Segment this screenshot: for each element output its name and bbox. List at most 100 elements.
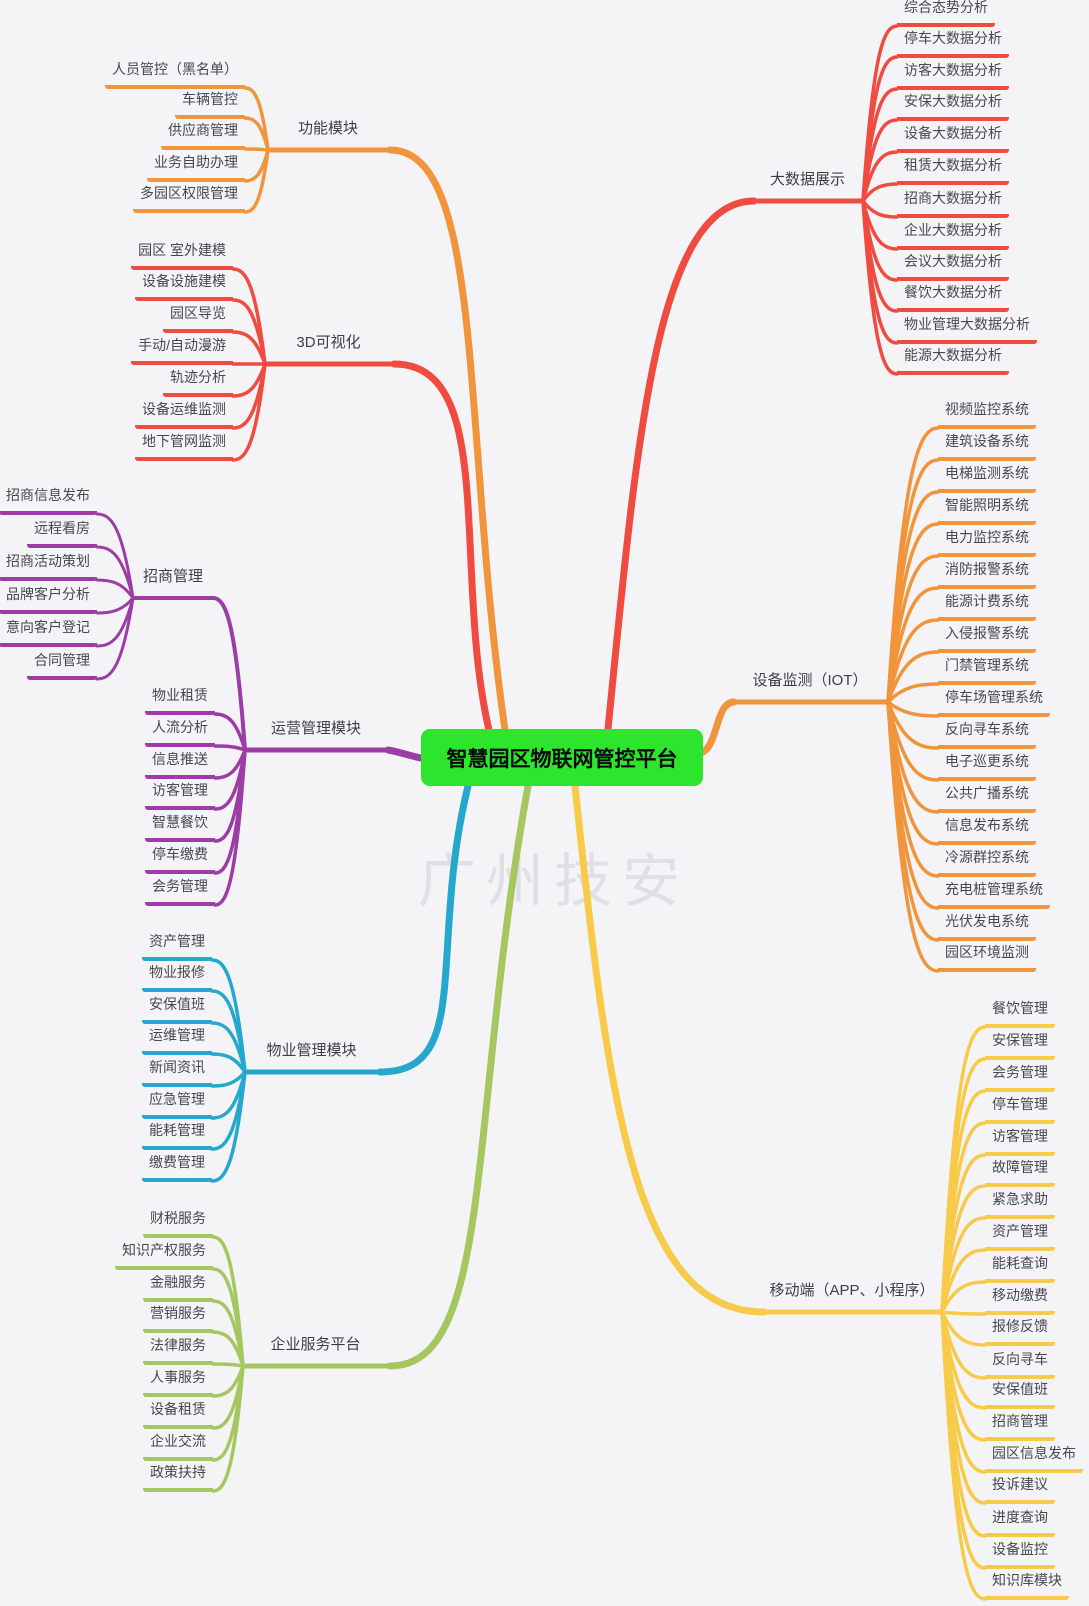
child-topic-node[interactable]: 停车管理: [985, 1095, 1055, 1124]
child-topic-node[interactable]: 租赁大数据分析: [897, 156, 1009, 185]
child-topic-node[interactable]: 安保大数据分析: [897, 92, 1009, 121]
child-topic-node[interactable]: 入侵报警系统: [938, 624, 1036, 653]
child-topic-node[interactable]: 停车缴费: [145, 845, 215, 874]
child-topic-node[interactable]: 意向客户登记: [0, 618, 97, 647]
child-topic-node[interactable]: 设备设施建模: [135, 272, 233, 301]
child-topic-node[interactable]: 消防报警系统: [938, 560, 1036, 589]
child-topic-node[interactable]: 反向寻车: [985, 1350, 1055, 1379]
child-topic-node[interactable]: 企业大数据分析: [897, 221, 1009, 250]
child-topic-node[interactable]: 建筑设备系统: [938, 432, 1036, 461]
child-topic-node[interactable]: 公共广播系统: [938, 784, 1036, 813]
child-topic-node[interactable]: 信息发布系统: [938, 816, 1036, 845]
child-topic-node[interactable]: 地下管网监测: [135, 432, 233, 461]
child-topic-node[interactable]: 供应商管理: [161, 121, 245, 150]
child-topic-node[interactable]: 应急管理: [142, 1090, 212, 1119]
child-topic-node[interactable]: 停车大数据分析: [897, 29, 1009, 58]
child-topic-node[interactable]: 移动缴费: [985, 1286, 1055, 1315]
child-topic-node[interactable]: 光伏发电系统: [938, 912, 1036, 941]
child-topic-node[interactable]: 远程看房: [27, 519, 97, 548]
central-topic-node[interactable]: 智慧园区物联网管控平台: [421, 729, 703, 786]
child-topic-node[interactable]: 视频监控系统: [938, 400, 1036, 429]
sub-branch-label-node[interactable]: 招商管理: [142, 568, 203, 585]
child-topic-node[interactable]: 会务管理: [145, 877, 215, 906]
child-topic-node[interactable]: 安保值班: [985, 1380, 1055, 1409]
child-topic-node[interactable]: 餐饮管理: [985, 999, 1055, 1028]
branch-label-node[interactable]: 移动端（APP、小程序）: [769, 1282, 935, 1299]
child-topic-node[interactable]: 进度查询: [985, 1508, 1055, 1537]
child-topic-node[interactable]: 设备监控: [985, 1540, 1055, 1569]
child-topic-node[interactable]: 业务自助办理: [147, 153, 245, 182]
child-topic-node[interactable]: 招商信息发布: [0, 486, 97, 515]
child-topic-node[interactable]: 物业管理大数据分析: [897, 315, 1037, 344]
child-topic-node[interactable]: 园区信息发布: [985, 1444, 1083, 1473]
child-topic-node[interactable]: 智慧餐饮: [145, 813, 215, 842]
child-topic-node[interactable]: 投诉建议: [985, 1475, 1055, 1504]
child-topic-node[interactable]: 车辆管控: [175, 90, 245, 119]
child-topic-node[interactable]: 合同管理: [27, 651, 97, 680]
child-topic-node[interactable]: 园区 室外建模: [131, 241, 233, 270]
child-topic-node[interactable]: 园区导览: [163, 304, 233, 333]
child-topic-node[interactable]: 冷源群控系统: [938, 848, 1036, 877]
child-topic-node[interactable]: 招商活动策划: [0, 552, 97, 581]
child-topic-node[interactable]: 人流分析: [145, 718, 215, 747]
child-topic-node[interactable]: 安保管理: [985, 1031, 1055, 1060]
branch-label-node[interactable]: 功能模块: [297, 120, 358, 137]
child-topic-node[interactable]: 物业报修: [142, 963, 212, 992]
child-topic-node[interactable]: 安保值班: [142, 995, 212, 1024]
branch-label-node[interactable]: 设备监测（IOT）: [752, 672, 868, 689]
branch-label-node[interactable]: 3D可视化: [296, 334, 361, 351]
child-topic-node[interactable]: 缴费管理: [142, 1153, 212, 1182]
branch-label-node[interactable]: 物业管理模块: [266, 1042, 357, 1059]
child-topic-node[interactable]: 停车场管理系统: [938, 688, 1050, 717]
child-topic-node[interactable]: 信息推送: [145, 750, 215, 779]
child-topic-node[interactable]: 能源计费系统: [938, 592, 1036, 621]
child-topic-node[interactable]: 访客大数据分析: [897, 61, 1009, 90]
child-topic-node[interactable]: 能耗查询: [985, 1254, 1055, 1283]
child-topic-node[interactable]: 企业交流: [143, 1432, 213, 1461]
child-topic-node[interactable]: 餐饮大数据分析: [897, 283, 1009, 312]
child-topic-node[interactable]: 会务管理: [985, 1063, 1055, 1092]
child-topic-node[interactable]: 电梯监测系统: [938, 464, 1036, 493]
child-topic-node[interactable]: 设备大数据分析: [897, 124, 1009, 153]
child-topic-node[interactable]: 报修反馈: [985, 1317, 1055, 1346]
child-topic-node[interactable]: 营销服务: [143, 1304, 213, 1333]
child-topic-node[interactable]: 故障管理: [985, 1158, 1055, 1187]
child-topic-node[interactable]: 反向寻车系统: [938, 720, 1036, 749]
child-topic-node[interactable]: 运维管理: [142, 1026, 212, 1055]
child-topic-node[interactable]: 法律服务: [143, 1336, 213, 1365]
child-topic-node[interactable]: 新闻资讯: [142, 1058, 212, 1087]
child-topic-node[interactable]: 招商大数据分析: [897, 189, 1009, 218]
child-topic-node[interactable]: 人员管控（黑名单）: [105, 60, 245, 89]
child-topic-node[interactable]: 访客管理: [985, 1127, 1055, 1156]
child-topic-node[interactable]: 会议大数据分析: [897, 252, 1009, 281]
branch-label-node[interactable]: 运营管理模块: [270, 720, 361, 737]
child-topic-node[interactable]: 知识库模块: [985, 1571, 1069, 1600]
child-topic-node[interactable]: 招商管理: [985, 1412, 1055, 1441]
child-topic-node[interactable]: 品牌客户分析: [0, 585, 97, 614]
child-topic-node[interactable]: 设备租赁: [143, 1400, 213, 1429]
child-topic-node[interactable]: 能源大数据分析: [897, 346, 1009, 375]
child-topic-node[interactable]: 访客管理: [145, 781, 215, 810]
child-topic-node[interactable]: 园区环境监测: [938, 943, 1036, 972]
child-topic-node[interactable]: 资产管理: [985, 1222, 1055, 1251]
child-topic-node[interactable]: 充电桩管理系统: [938, 880, 1050, 909]
child-topic-node[interactable]: 物业租赁: [145, 686, 215, 715]
child-topic-node[interactable]: 知识产权服务: [115, 1241, 213, 1270]
branch-label-node[interactable]: 大数据展示: [769, 171, 845, 188]
child-topic-node[interactable]: 能耗管理: [142, 1121, 212, 1150]
child-topic-node[interactable]: 门禁管理系统: [938, 656, 1036, 685]
child-topic-node[interactable]: 手动/自动漫游: [131, 336, 233, 365]
child-topic-node[interactable]: 人事服务: [143, 1368, 213, 1397]
child-topic-node[interactable]: 综合态势分析: [897, 0, 995, 27]
child-topic-node[interactable]: 智能照明系统: [938, 496, 1036, 525]
child-topic-node[interactable]: 政策扶持: [143, 1463, 213, 1492]
child-topic-node[interactable]: 金融服务: [143, 1273, 213, 1302]
child-topic-node[interactable]: 轨迹分析: [163, 368, 233, 397]
child-topic-node[interactable]: 紧急求助: [985, 1190, 1055, 1219]
child-topic-node[interactable]: 电力监控系统: [938, 528, 1036, 557]
branch-label-node[interactable]: 企业服务平台: [270, 1336, 361, 1353]
child-topic-node[interactable]: 电子巡更系统: [938, 752, 1036, 781]
child-topic-node[interactable]: 设备运维监测: [135, 400, 233, 429]
child-topic-node[interactable]: 资产管理: [142, 932, 212, 961]
child-topic-node[interactable]: 财税服务: [143, 1209, 213, 1238]
